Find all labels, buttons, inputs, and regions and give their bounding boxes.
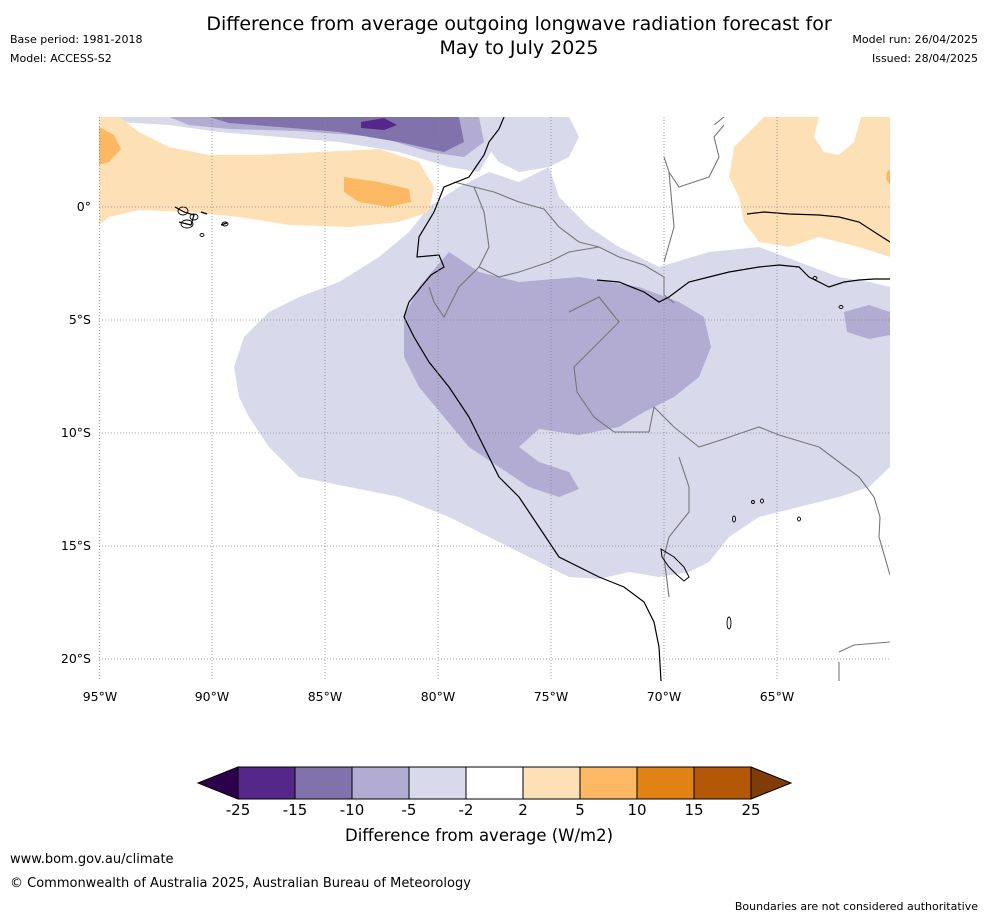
colorbar-tick-label: 2	[518, 801, 528, 819]
lon-label-80w: 80°W	[420, 689, 456, 704]
colorbar-tick-label: -2	[458, 801, 474, 819]
region-darkest-purple	[361, 118, 397, 130]
colorbar-tick-label: 15	[684, 801, 704, 819]
region-white-hole-ne	[814, 117, 861, 155]
colorbar-title: Difference from average (W/m2)	[345, 826, 614, 845]
colorbar-tick-label: -15	[282, 801, 308, 819]
copyright-text: © Commonwealth of Australia 2025, Austra…	[10, 876, 471, 891]
colorbar	[196, 766, 793, 800]
lat-label-20s: 20°S	[60, 651, 91, 666]
lat-label-10s: 10°S	[60, 425, 91, 440]
colorbar-segment	[465, 766, 524, 800]
colorbar-tick-label: -5	[401, 801, 417, 819]
region-light-orange-west	[99, 117, 434, 227]
colorbar-segment	[522, 766, 581, 800]
lon-label-95w: 95°W	[82, 689, 118, 704]
colorbar-tick-label: -10	[339, 801, 365, 819]
title-line-1: Difference from average outgoing longwav…	[206, 13, 832, 35]
colorbar-segment	[294, 766, 353, 800]
website-url[interactable]: www.bom.gov.au/climate	[10, 852, 174, 867]
lon-label-70w: 70°W	[646, 689, 682, 704]
colorbar-tick-label: 5	[575, 801, 585, 819]
region-medium-purple-east	[844, 305, 890, 339]
colorbar-segment	[351, 766, 410, 800]
olr-anomaly-map	[99, 117, 890, 681]
lon-label-85w: 85°W	[307, 689, 343, 704]
issued-text: Issued: 28/04/2025	[871, 52, 978, 65]
colorbar-segment	[636, 766, 695, 800]
region-medium-orange-center	[344, 177, 411, 207]
islands	[177, 206, 844, 630]
region-medium-orange-east	[886, 169, 890, 185]
disclaimer-text: Boundaries are not considered authoritat…	[734, 900, 978, 913]
base-period-text: Base period: 1981-2018	[10, 33, 143, 46]
country-boundaries	[428, 117, 890, 681]
map-title: Difference from average outgoing longwav…	[0, 12, 988, 60]
region-medium-purple	[404, 252, 711, 497]
colorbar-segment	[237, 766, 296, 800]
lat-label-5s: 5°S	[68, 312, 91, 327]
region-dark-purple	[209, 117, 464, 152]
colorbar-extend-low	[196, 766, 239, 800]
gridlines	[99, 117, 890, 681]
title-line-2: May to July 2025	[439, 37, 599, 59]
lon-label-75w: 75°W	[533, 689, 569, 704]
lon-label-65w: 65°W	[759, 689, 795, 704]
colorbar-segment	[693, 766, 752, 800]
lake-titicaca	[660, 548, 690, 582]
colorbar-tick-label: 10	[627, 801, 647, 819]
lon-label-90w: 90°W	[194, 689, 230, 704]
colorbar-tick-label: -25	[225, 801, 251, 819]
colorbar-segments	[196, 766, 793, 800]
region-light-orange-ne	[729, 117, 890, 257]
colorbar-segment	[408, 766, 467, 800]
colorbar-tick-label: 25	[741, 801, 761, 819]
region-light-purple-north	[479, 117, 579, 172]
colorbar-segment	[579, 766, 638, 800]
colorbar-extend-high	[750, 766, 793, 800]
lat-label-0: 0°	[76, 199, 91, 214]
lat-label-15s: 15°S	[60, 538, 91, 553]
region-medium-orange-west	[99, 127, 121, 165]
model-text: Model: ACCESS-S2	[10, 52, 112, 65]
model-run-text: Model run: 26/04/2025	[852, 33, 978, 46]
